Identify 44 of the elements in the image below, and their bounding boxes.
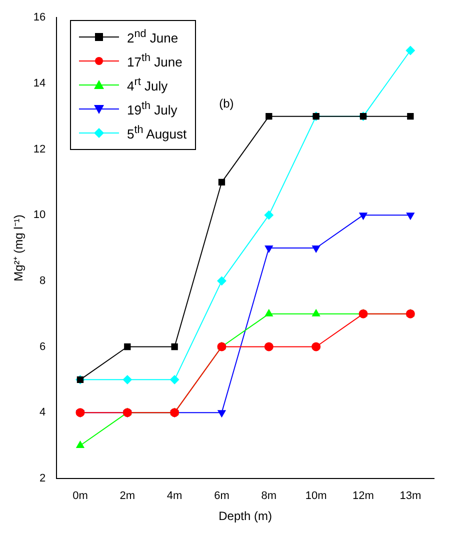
point: [312, 246, 320, 252]
point: [312, 342, 321, 352]
point: [407, 113, 414, 120]
point: [264, 210, 274, 220]
x-tick-label: 8m: [261, 490, 277, 502]
x-tick-label: 4m: [166, 490, 182, 502]
point: [218, 410, 226, 418]
legend-label: 19$^{th}$ July: [127, 100, 178, 118]
legend-label: 4$^{rt}$ July: [127, 76, 168, 94]
point: [406, 46, 415, 56]
point: [76, 440, 84, 448]
point: [264, 246, 273, 252]
legend-label: 5$^{th}$ August: [127, 124, 187, 142]
x-tick-label: 0m: [72, 490, 88, 502]
y-tick-label: 2: [40, 472, 46, 484]
point: [312, 309, 320, 316]
y-tick-label: 12: [33, 143, 46, 156]
point: [218, 178, 226, 186]
x-tick-label: 10m: [305, 490, 327, 502]
point: [266, 113, 272, 120]
point: [359, 212, 368, 220]
point: [264, 309, 273, 316]
legend-label: 2$^{nd}$ June: [127, 28, 178, 46]
annotation: (b): [219, 96, 234, 111]
y-tick-label: 16: [33, 12, 46, 24]
y-tick-label: 10: [33, 209, 46, 222]
point: [124, 343, 131, 350]
y-tick-label: 4: [40, 406, 46, 419]
y-axis-title: Mg²⁺ (mg l⁻¹): [12, 214, 26, 282]
point: [264, 342, 274, 352]
x-tick-label: 6m: [214, 490, 230, 502]
point: [171, 343, 178, 350]
point: [170, 375, 180, 384]
x-tick-label: 13m: [400, 490, 422, 502]
x-tick-label: 12m: [352, 490, 374, 502]
y-tick-label: 14: [33, 77, 46, 90]
x-axis-title: Depth (m): [218, 509, 272, 524]
legend-label: 17$^{th}$ June: [127, 52, 182, 70]
point: [406, 212, 414, 220]
x-tick-label: 2m: [120, 490, 136, 502]
y-tick-label: 8: [40, 274, 46, 287]
point: [217, 276, 226, 286]
y-tick-label: 6: [40, 340, 46, 353]
point: [122, 375, 132, 384]
